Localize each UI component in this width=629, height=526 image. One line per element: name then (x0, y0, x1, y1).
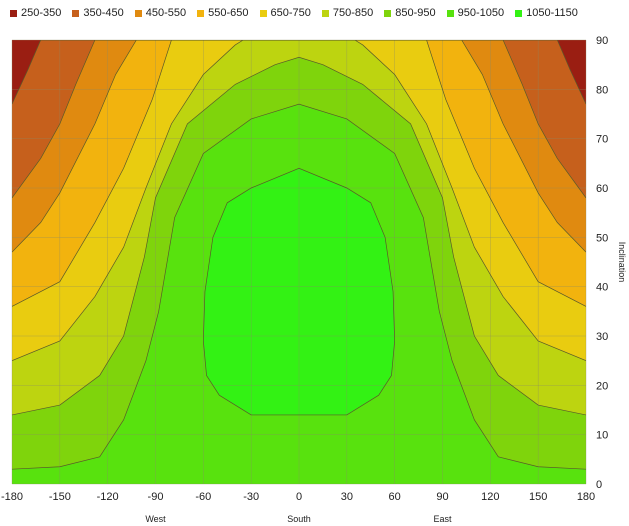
legend-item: 1050-1150 (515, 7, 578, 19)
contour-line (12, 40, 586, 253)
chart-legend: 250-350 350-450 450-550 550-650 650-750 750-8… (10, 4, 589, 22)
y-tick-label: 40 (596, 282, 608, 294)
x-tick-label: 90 (436, 491, 448, 503)
contour-line (12, 40, 586, 199)
y-tick-label: 80 (596, 84, 608, 96)
legend-swatch (10, 9, 17, 17)
legend-swatch (197, 9, 205, 17)
legend-item: 450-550 (134, 7, 187, 19)
legend-swatch (72, 9, 80, 17)
legend-item: 850-950 (384, 7, 436, 19)
contour-lines (12, 40, 586, 470)
x-tick-label: 180 (577, 491, 595, 503)
x-tick-label: -180 (1, 491, 23, 503)
y-tick-label: 10 (596, 430, 608, 442)
legend-label: 250-350 (21, 7, 62, 19)
y-tick-label: 70 (596, 134, 608, 146)
legend-label: 450-550 (145, 7, 187, 19)
y-tick-label: 0 (596, 479, 602, 491)
x-tick-label: -60 (195, 491, 211, 503)
legend-label: 750-850 (332, 7, 374, 19)
legend-item: 250-350 (10, 7, 61, 19)
x-tick-label: 30 (341, 491, 353, 503)
legend-swatch (259, 9, 267, 17)
legend-item: 950-1050 (446, 7, 505, 19)
legend-swatch (134, 9, 142, 17)
x-tick-label: -150 (49, 491, 71, 503)
x-tick-label: -90 (148, 491, 164, 503)
direction-label: East (433, 514, 452, 524)
legend-label: 650-750 (270, 7, 311, 19)
legend-swatch (446, 9, 454, 17)
legend-label: 550-650 (208, 7, 249, 19)
contour-line (12, 103, 586, 470)
x-tick-label: 60 (389, 491, 401, 503)
y-tick-label: 60 (596, 183, 608, 195)
contour-line (12, 40, 586, 105)
legend-swatch (321, 9, 329, 17)
legend-item: 750-850 (321, 7, 374, 19)
contour-line (12, 56, 586, 416)
contour-line (12, 40, 586, 307)
legend-label: 350-450 (83, 7, 124, 19)
legend-item: 650-750 (259, 7, 311, 19)
y-tick-label: 30 (596, 331, 608, 343)
y-tick-label: 90 (596, 35, 608, 47)
legend-item: 350-450 (72, 7, 124, 19)
legend-swatch (384, 9, 392, 17)
x-tick-label: -30 (243, 491, 259, 503)
y-tick-label: 20 (596, 380, 608, 392)
legend-swatch (515, 9, 523, 17)
legend-label: 950-1050 (457, 7, 505, 19)
direction-label: West (145, 514, 166, 524)
legend-label: 850-950 (395, 7, 436, 19)
direction-label: South (287, 514, 311, 524)
x-tick-label: 150 (529, 491, 547, 503)
grid (11, 39, 587, 485)
y-tick-label: 50 (596, 232, 608, 244)
y-axis-label: Inclination (617, 242, 627, 283)
contour-line (202, 167, 396, 416)
x-tick-label: 0 (296, 491, 302, 503)
contour-line (12, 40, 586, 361)
legend-label: 1050-1150 (526, 7, 578, 19)
legend-item: 550-650 (197, 7, 249, 19)
x-tick-label: -120 (97, 491, 119, 503)
x-tick-label: 120 (481, 491, 499, 503)
